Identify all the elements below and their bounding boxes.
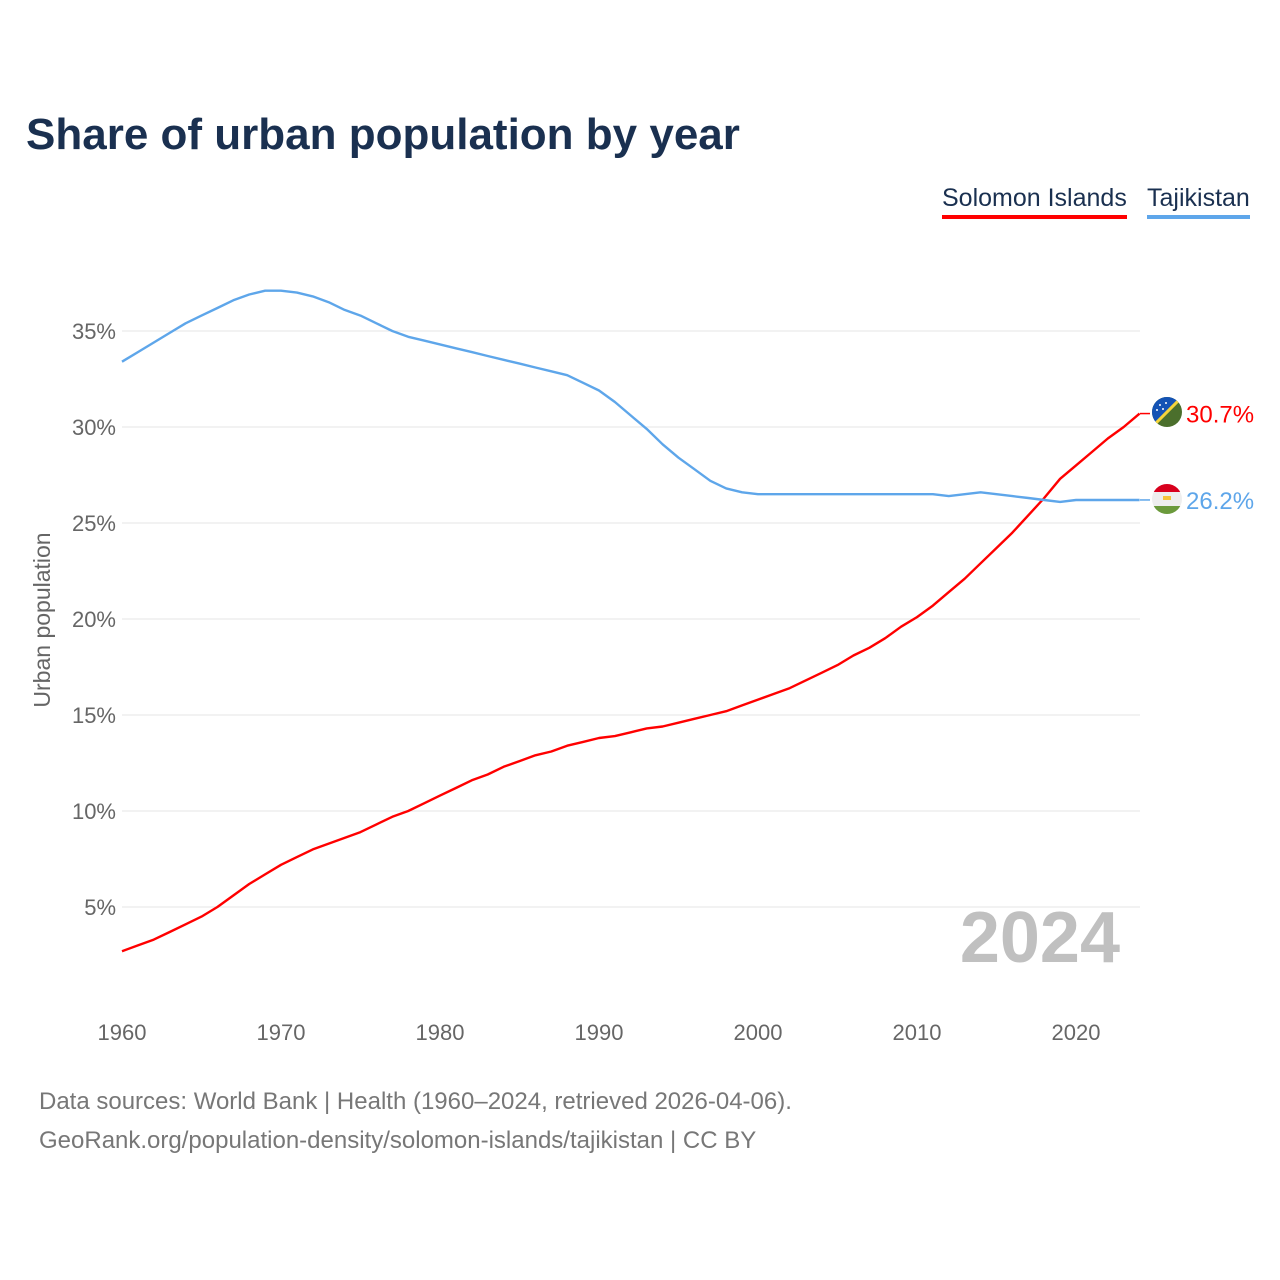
x-tick-label: 1980 xyxy=(416,1020,465,1045)
footer-attribution: GeoRank.org/population-density/solomon-i… xyxy=(39,1127,757,1154)
y-axis-label: Urban population xyxy=(29,532,55,707)
end-value-label: 26.2% xyxy=(1186,488,1254,515)
x-tick-label: 1990 xyxy=(575,1020,624,1045)
y-tick-label: 5% xyxy=(84,895,116,920)
footer-sources: Data sources: World Bank | Health (1960–… xyxy=(39,1088,792,1115)
series-line-solomon-islands xyxy=(121,412,1141,953)
y-tick-label: 10% xyxy=(72,799,116,824)
x-tick-label: 2010 xyxy=(893,1020,942,1045)
y-tick-label: 30% xyxy=(72,415,116,440)
series-line-tajikistan xyxy=(121,289,1140,504)
x-tick-label: 1970 xyxy=(257,1020,306,1045)
y-tick-label: 15% xyxy=(72,703,116,728)
x-tick-label: 2000 xyxy=(734,1020,783,1045)
y-tick-label: 25% xyxy=(72,511,116,536)
tajikistan-flag-icon xyxy=(1152,484,1182,514)
solomon-islands-flag-icon xyxy=(1152,397,1182,427)
x-tick-label: 1960 xyxy=(98,1020,147,1045)
end-value-label: 30.7% xyxy=(1186,402,1254,429)
legend-tajikistan[interactable]: Tajikistan xyxy=(1147,184,1250,219)
chart-title: Share of urban population by year xyxy=(26,110,740,159)
y-tick-label: 35% xyxy=(72,319,116,344)
x-tick-label: 2020 xyxy=(1052,1020,1101,1045)
year-watermark: 2024 xyxy=(960,898,1120,978)
legend-solomon-islands[interactable]: Solomon Islands xyxy=(942,184,1127,219)
y-tick-label: 20% xyxy=(72,607,116,632)
